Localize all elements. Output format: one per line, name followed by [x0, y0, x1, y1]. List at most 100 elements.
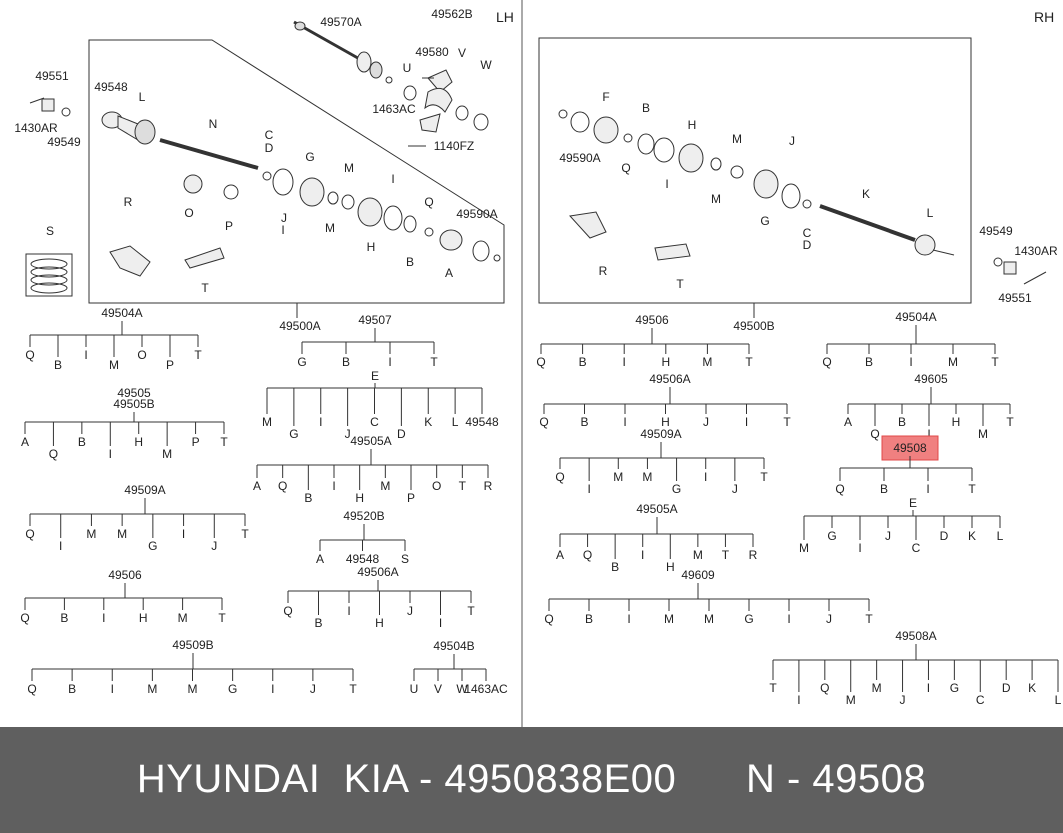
tree-child-label: I [927, 427, 930, 441]
lh-callout: 49548 [94, 80, 128, 94]
tree-child-label: A [844, 415, 852, 429]
lh-side-label: LH [496, 9, 514, 25]
lh-callout: 49551 [35, 69, 69, 83]
lh-callout: 1463AC [372, 102, 416, 116]
tree-child-label: Q [820, 681, 829, 695]
tree-child-label: I [347, 604, 350, 618]
tree-child-label: V [434, 682, 442, 696]
tree-child-label: Q [870, 427, 879, 441]
lh-callout: U [403, 61, 412, 75]
parts-tree-49506a: 49506A Q B I H J I T [539, 372, 791, 429]
parts-tree-49508-sub: E M G I J C D K L [799, 496, 1004, 555]
tree-child-label: L [1055, 693, 1062, 707]
tree-child-label: M [664, 612, 674, 626]
tree-child-label: M [613, 470, 623, 484]
parts-diagram: LH RH [14, 0, 1062, 727]
rh-side-label: RH [1034, 9, 1054, 25]
tree-child-label: J [310, 682, 316, 696]
tree-child-label: M [109, 358, 119, 372]
tree-child-label: A [556, 548, 564, 562]
tree-child-label: Q [539, 415, 548, 429]
lh-callout: W [480, 58, 492, 72]
lh-callout: 1140FZ [434, 139, 474, 153]
lh-callout: I [391, 172, 394, 186]
tree-child-label: M [86, 527, 96, 541]
rh-callout: 49551 [998, 291, 1032, 305]
parts-tree-49506a: 49506A Q B I H J I T [283, 565, 475, 630]
tree-child-label: H [661, 355, 670, 369]
tree-child-label: G [228, 682, 237, 696]
tree-child-label: M [642, 470, 652, 484]
tree-child-label: A [316, 552, 324, 566]
tree-child-label: G [297, 355, 306, 369]
lh-callout: P [225, 219, 233, 233]
tree-part-code: 49509B [172, 638, 213, 652]
rh-callout: R [599, 264, 608, 278]
tree-child-label: B [54, 358, 62, 372]
tree-child-label: B [68, 682, 76, 696]
lh-callout: 49580 [415, 45, 449, 59]
tree-child-label: 1463AC [464, 682, 508, 696]
rh-callout: Q [621, 161, 630, 175]
tree-child-label: J [885, 529, 891, 543]
parts-tree-49506: 49506 Q B I H M T [20, 568, 226, 625]
lh-callout: G [305, 150, 314, 164]
tree-child-label: 49548 [465, 415, 499, 429]
lh-callout: J [281, 211, 287, 225]
lh-callout: C [265, 128, 274, 142]
tree-child-label: S [401, 552, 409, 566]
tree-child-label: R [749, 548, 758, 562]
tree-child-label: M [702, 355, 712, 369]
tree-child-label: H [134, 435, 143, 449]
tree-child-label: Q [544, 612, 553, 626]
tree-child-label: T [991, 355, 999, 369]
lh-callout: 49590A [456, 207, 497, 221]
tree-child-label: H [375, 616, 384, 630]
footer-banner: HYUNDAI KIA - 4950838E00 N - 49508 [0, 727, 1063, 833]
tree-child-label: C [370, 415, 379, 429]
parts-tree-49507-sub: E M G I J C D K L 49548 [262, 369, 499, 441]
lh-callout: 49570A [320, 15, 361, 29]
tree-child-label: T [218, 611, 226, 625]
rh-callout: 49590A [559, 151, 600, 165]
tree-child-label: O [137, 348, 146, 362]
lh-callout: Q [424, 195, 433, 209]
tree-part-code: 49509A [640, 427, 681, 441]
tree-child-label: D [940, 529, 949, 543]
tree-child-label: Q [283, 604, 292, 618]
parts-tree-49505a: 49505A A Q B I H M T R [556, 502, 758, 574]
rh-callout: 49549 [979, 224, 1013, 238]
tree-part-code: 49507 [358, 313, 392, 327]
parts-tree-49508a: 49508A T I Q M M J I G C D K L [769, 629, 1061, 707]
lh-callout: M [344, 161, 354, 175]
parts-tree-49507: 49507 G B I T E M G I J C D K L 49548 [262, 313, 499, 441]
tree-child-label: T [968, 482, 976, 496]
tree-part-code: 49506A [649, 372, 690, 386]
tree-child-label: T [349, 682, 357, 696]
lh-spring-drawing [25, 253, 73, 297]
lh-callout: V [458, 46, 466, 60]
rh-callout: B [642, 101, 650, 115]
tree-part-code: 49504A [101, 306, 142, 320]
tree-child-label: J [211, 539, 217, 553]
tree-child-label: C [912, 541, 921, 555]
rh-callout: M [732, 132, 742, 146]
tree-child-label: I [319, 415, 322, 429]
tree-child-label: T [220, 435, 228, 449]
tree-child-label: T [194, 348, 202, 362]
tree-child-label: I [388, 355, 391, 369]
tree-child-label: Q [536, 355, 545, 369]
lh-assembly-frame [88, 39, 505, 304]
tree-part-code: 49509A [124, 483, 165, 497]
tree-child-label: B [898, 415, 906, 429]
tree-child-label: I [926, 482, 929, 496]
lh-callout: H [367, 240, 376, 254]
tree-child-label: G [744, 612, 753, 626]
tree-child-label: T [760, 470, 768, 484]
tree-child-label: I [587, 482, 590, 496]
tree-part-code-secondary: 49505B [113, 397, 154, 411]
tree-child-label: I [704, 470, 707, 484]
tree-child-label: T [745, 355, 753, 369]
rh-callout: K [862, 187, 870, 201]
tree-child-label: H [139, 611, 148, 625]
